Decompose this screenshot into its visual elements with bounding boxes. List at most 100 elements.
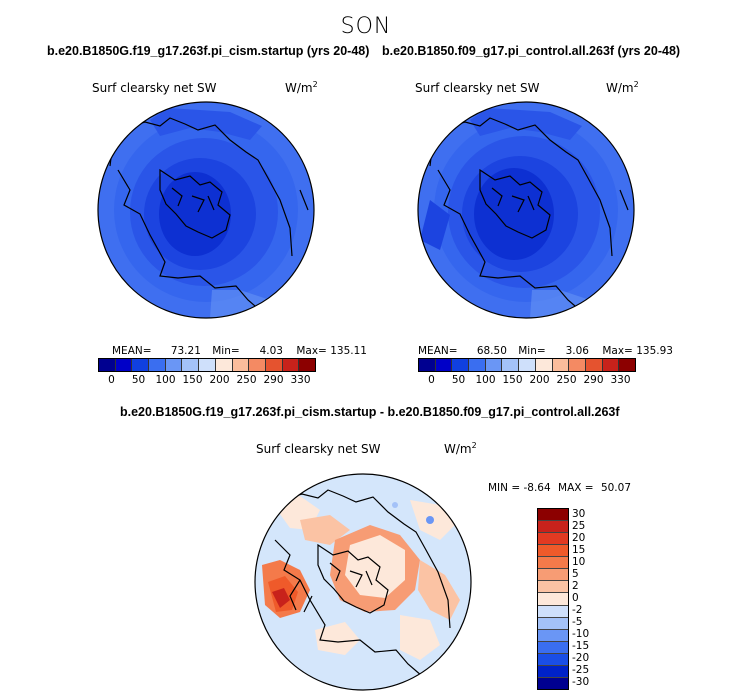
left-colorbar-ticks: 0 50 100 150 200 250 290 330 [98,374,314,388]
left-colorbar [98,358,316,372]
diff-colorbar-label: 15 [572,544,586,556]
diff-colorbar-label: -10 [572,628,590,640]
right-colorbar-swatch [569,359,586,371]
left-colorbar-swatch [132,359,150,371]
right-colorbar-tick-label: 330 [610,374,631,386]
diff-units: W/m2 [444,441,477,456]
left-stats: MEAN= 73.21 Min= 4.03 Max= 135.11 [112,345,367,357]
right-colorbar-tick-label: 150 [502,374,523,386]
diff-max-value: 50.07 [600,482,631,494]
right-polar-map [417,101,635,319]
diff-colorbar-swatch [538,665,568,678]
right-colorbar [418,358,636,372]
right-field-name: Surf clearsky net SW [415,81,540,95]
left-colorbar-swatch [265,359,283,371]
right-min-value: 3.06 [565,345,589,357]
left-colorbar-tick-label: 0 [108,374,115,386]
left-colorbar-swatch [249,359,266,371]
left-min-label: Min= [212,345,240,357]
diff-colorbar-swatch [538,677,568,689]
diff-colorbar-label: 2 [572,580,579,592]
right-colorbar-tick-label: 100 [475,374,496,386]
figure-season-title: SON [340,14,392,39]
diff-colorbar-swatch [538,605,568,618]
left-units: W/m2 [285,80,318,95]
right-colorbar-ticks: 0 50 100 150 200 250 290 330 [418,374,634,388]
diff-colorbar-swatch [538,617,568,630]
right-colorbar-tick-label: 290 [583,374,604,386]
left-colorbar-tick-label: 250 [236,374,257,386]
left-colorbar-tick-label: 150 [182,374,203,386]
left-mean-value: 73.21 [170,345,201,357]
left-colorbar-tick-label: 200 [209,374,230,386]
right-stats: MEAN= 68.50 Min= 3.06 Max= 135.93 [418,345,673,357]
right-colorbar-tick-label: 250 [556,374,577,386]
diff-colorbar-swatch [538,521,568,534]
right-colorbar-tick-label: 200 [529,374,550,386]
right-units: W/m2 [606,80,639,95]
right-max-value: 135.93 [636,345,673,357]
diff-colorbar-swatch [538,593,568,606]
right-colorbar-swatch [435,359,453,371]
right-min-label: Min= [518,345,546,357]
diff-colorbar-label: -2 [572,604,583,616]
left-colorbar-swatch [182,359,200,371]
left-colorbar-swatch [149,359,166,371]
diff-max-label: MAX = [558,482,594,494]
left-colorbar-swatch [215,359,233,371]
left-colorbar-swatch [165,359,183,371]
left-colorbar-tick-label: 330 [290,374,311,386]
right-mean-label: MEAN= [418,345,458,357]
right-case-title: b.e20.B1850.f09_g17.pi_control.all.263f … [382,44,681,58]
diff-min-value: -8.64 [523,482,551,494]
right-colorbar-swatch [619,359,635,371]
left-colorbar-swatch [232,359,250,371]
left-colorbar-swatch [282,359,300,371]
left-colorbar-swatch [99,359,116,371]
diff-colorbar-label: 10 [572,556,586,568]
right-colorbar-swatch [519,359,536,371]
right-colorbar-swatch [419,359,436,371]
left-field-name: Surf clearsky net SW [92,81,217,95]
diff-colorbar-label: 20 [572,532,586,544]
left-colorbar-tick-label: 100 [155,374,176,386]
diff-colorbar-label: -30 [572,676,590,688]
right-colorbar-swatch [535,359,553,371]
diff-colorbar-swatch [538,641,568,654]
right-colorbar-swatch [585,359,603,371]
left-max-value: 135.11 [330,345,367,357]
right-colorbar-tick-label: 0 [428,374,435,386]
diff-case-title: b.e20.B1850G.f19_g17.263f.pi_cism.startu… [120,405,620,419]
diff-colorbar-swatch [538,629,568,642]
right-colorbar-swatch [502,359,520,371]
diff-colorbar-swatch [538,653,568,666]
diff-colorbar-label: -20 [572,652,590,664]
right-mean-value: 68.50 [476,345,507,357]
left-colorbar-tick-label: 290 [263,374,284,386]
diff-colorbar-swatch [538,533,568,546]
diff-colorbar-swatch [538,569,568,582]
right-colorbar-tick-label: 50 [451,374,466,386]
right-colorbar-swatch [552,359,570,371]
diff-colorbar-labels: 30 25 20 15 10 5 2 0 -2 -5 -10 -15 -20 -25 -30 [572,508,612,688]
diff-colorbar-label: 5 [572,568,579,580]
diff-colorbar-label: 25 [572,520,586,532]
left-colorbar-tick-label: 50 [131,374,146,386]
diff-colorbar-swatch [538,509,568,522]
diff-min-label: MIN = [488,482,521,494]
right-colorbar-swatch [469,359,486,371]
diff-colorbar-swatch [538,581,568,594]
diff-field-name: Surf clearsky net SW [256,442,381,456]
diff-polar-map [254,473,472,691]
diff-colorbar-swatch [538,557,568,570]
diff-colorbar-label: -25 [572,664,590,676]
left-mean-label: MEAN= [112,345,152,357]
right-colorbar-swatch [485,359,503,371]
diff-colorbar-label: 30 [572,508,586,520]
left-max-label: Max= [296,345,327,357]
diff-colorbar-label: -15 [572,640,590,652]
diff-stats: MIN = -8.64 MAX = 50.07 [488,482,631,494]
left-colorbar-swatch [115,359,133,371]
right-colorbar-swatch [452,359,470,371]
left-case-title: b.e20.B1850G.f19_g17.263f.pi_cism.startu… [47,44,370,58]
